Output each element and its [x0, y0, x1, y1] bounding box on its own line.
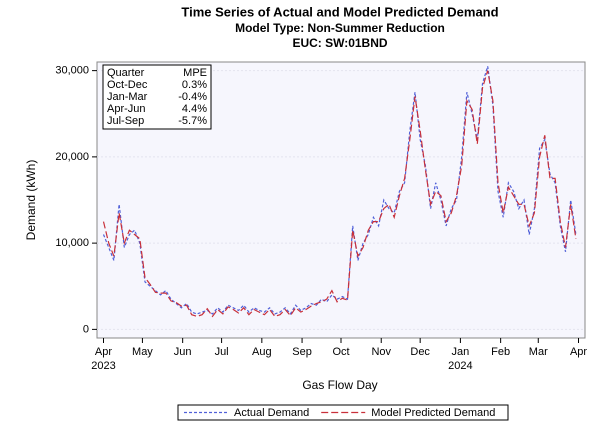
y-tick-label: 0	[83, 323, 89, 335]
mpe-table-header: Quarter	[107, 67, 145, 79]
y-axis-label: Demand (kWh)	[24, 160, 38, 241]
x-tick-label: Dec	[410, 346, 430, 358]
mpe-table-cell: 4.4%	[182, 103, 207, 115]
x-tick-label: Jun	[174, 346, 192, 358]
chart-subtitle: Model Type: Non-Summer Reduction	[235, 21, 445, 35]
y-tick-label: 10,000	[55, 237, 89, 249]
x-tick-label: Aug	[252, 346, 272, 358]
legend-label: Actual Demand	[234, 407, 309, 419]
mpe-table-cell: Jan-Mar	[107, 91, 148, 103]
chart-subtitle: EUC: SW:01BND	[292, 36, 387, 50]
y-tick-label: 20,000	[55, 151, 89, 163]
x-tick-label: Nov	[371, 346, 391, 358]
x-year-label: 2024	[448, 360, 472, 372]
series-line	[102, 70, 577, 318]
mpe-table-cell: -5.7%	[178, 115, 207, 127]
y-tick-label: 30,000	[55, 65, 89, 77]
mpe-table-cell: Apr-Jun	[107, 103, 146, 115]
x-year-label: 2023	[91, 360, 115, 372]
mpe-table-cell: -0.4%	[178, 91, 207, 103]
legend-label: Model Predicted Demand	[371, 407, 495, 419]
x-tick-label: Oct	[332, 346, 349, 358]
mpe-table-cell: Jul-Sep	[107, 115, 144, 127]
x-tick-label: Apr	[95, 346, 112, 358]
chart-title: Time Series of Actual and Model Predicte…	[181, 4, 498, 19]
x-tick-label: Jan	[452, 346, 470, 358]
mpe-table-box	[102, 64, 212, 130]
x-tick-label: Mar	[529, 346, 548, 358]
mpe-table-header: MPE	[183, 67, 207, 79]
mpe-table-cell: Oct-Dec	[107, 79, 148, 91]
x-tick-label: Apr	[570, 346, 587, 358]
x-tick-label: Jul	[215, 346, 229, 358]
x-tick-label: Sep	[292, 346, 312, 358]
x-tick-label: Feb	[491, 346, 510, 358]
x-tick-label: May	[132, 346, 153, 358]
x-axis-label: Gas Flow Day	[302, 378, 377, 392]
mpe-table-cell: 0.3%	[182, 79, 207, 91]
